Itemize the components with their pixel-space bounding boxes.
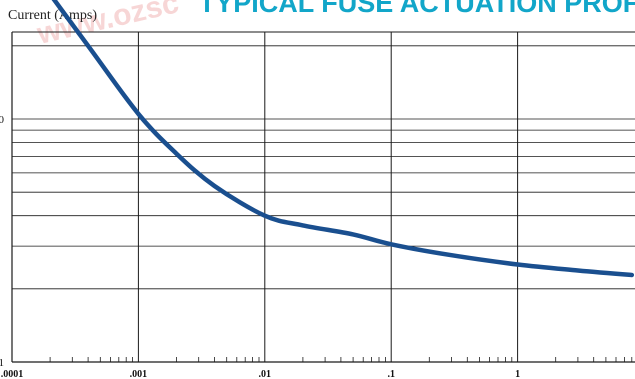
banner-title: TYPICAL FUSE ACTUATION PROFILE <box>199 0 635 18</box>
x-tick-label: 1 <box>515 369 520 379</box>
y-tick-label: 0 <box>0 114 5 126</box>
y-tick-label: 1 <box>0 357 4 369</box>
x-tick-label: .001 <box>130 369 148 379</box>
x-tick-label: .01 <box>259 369 272 379</box>
series-layer <box>51 0 635 278</box>
y-axis-label: Current (Amps) <box>8 8 97 23</box>
tick-labels-layer: .0001 .001 .01 .1 1 0 1 <box>0 114 520 379</box>
actuation-curve <box>51 0 635 278</box>
ticks-layer <box>49 357 633 362</box>
x-tick-label: .0001 <box>1 369 24 379</box>
grid-layer <box>11 31 635 363</box>
x-tick-label: .1 <box>387 369 395 379</box>
